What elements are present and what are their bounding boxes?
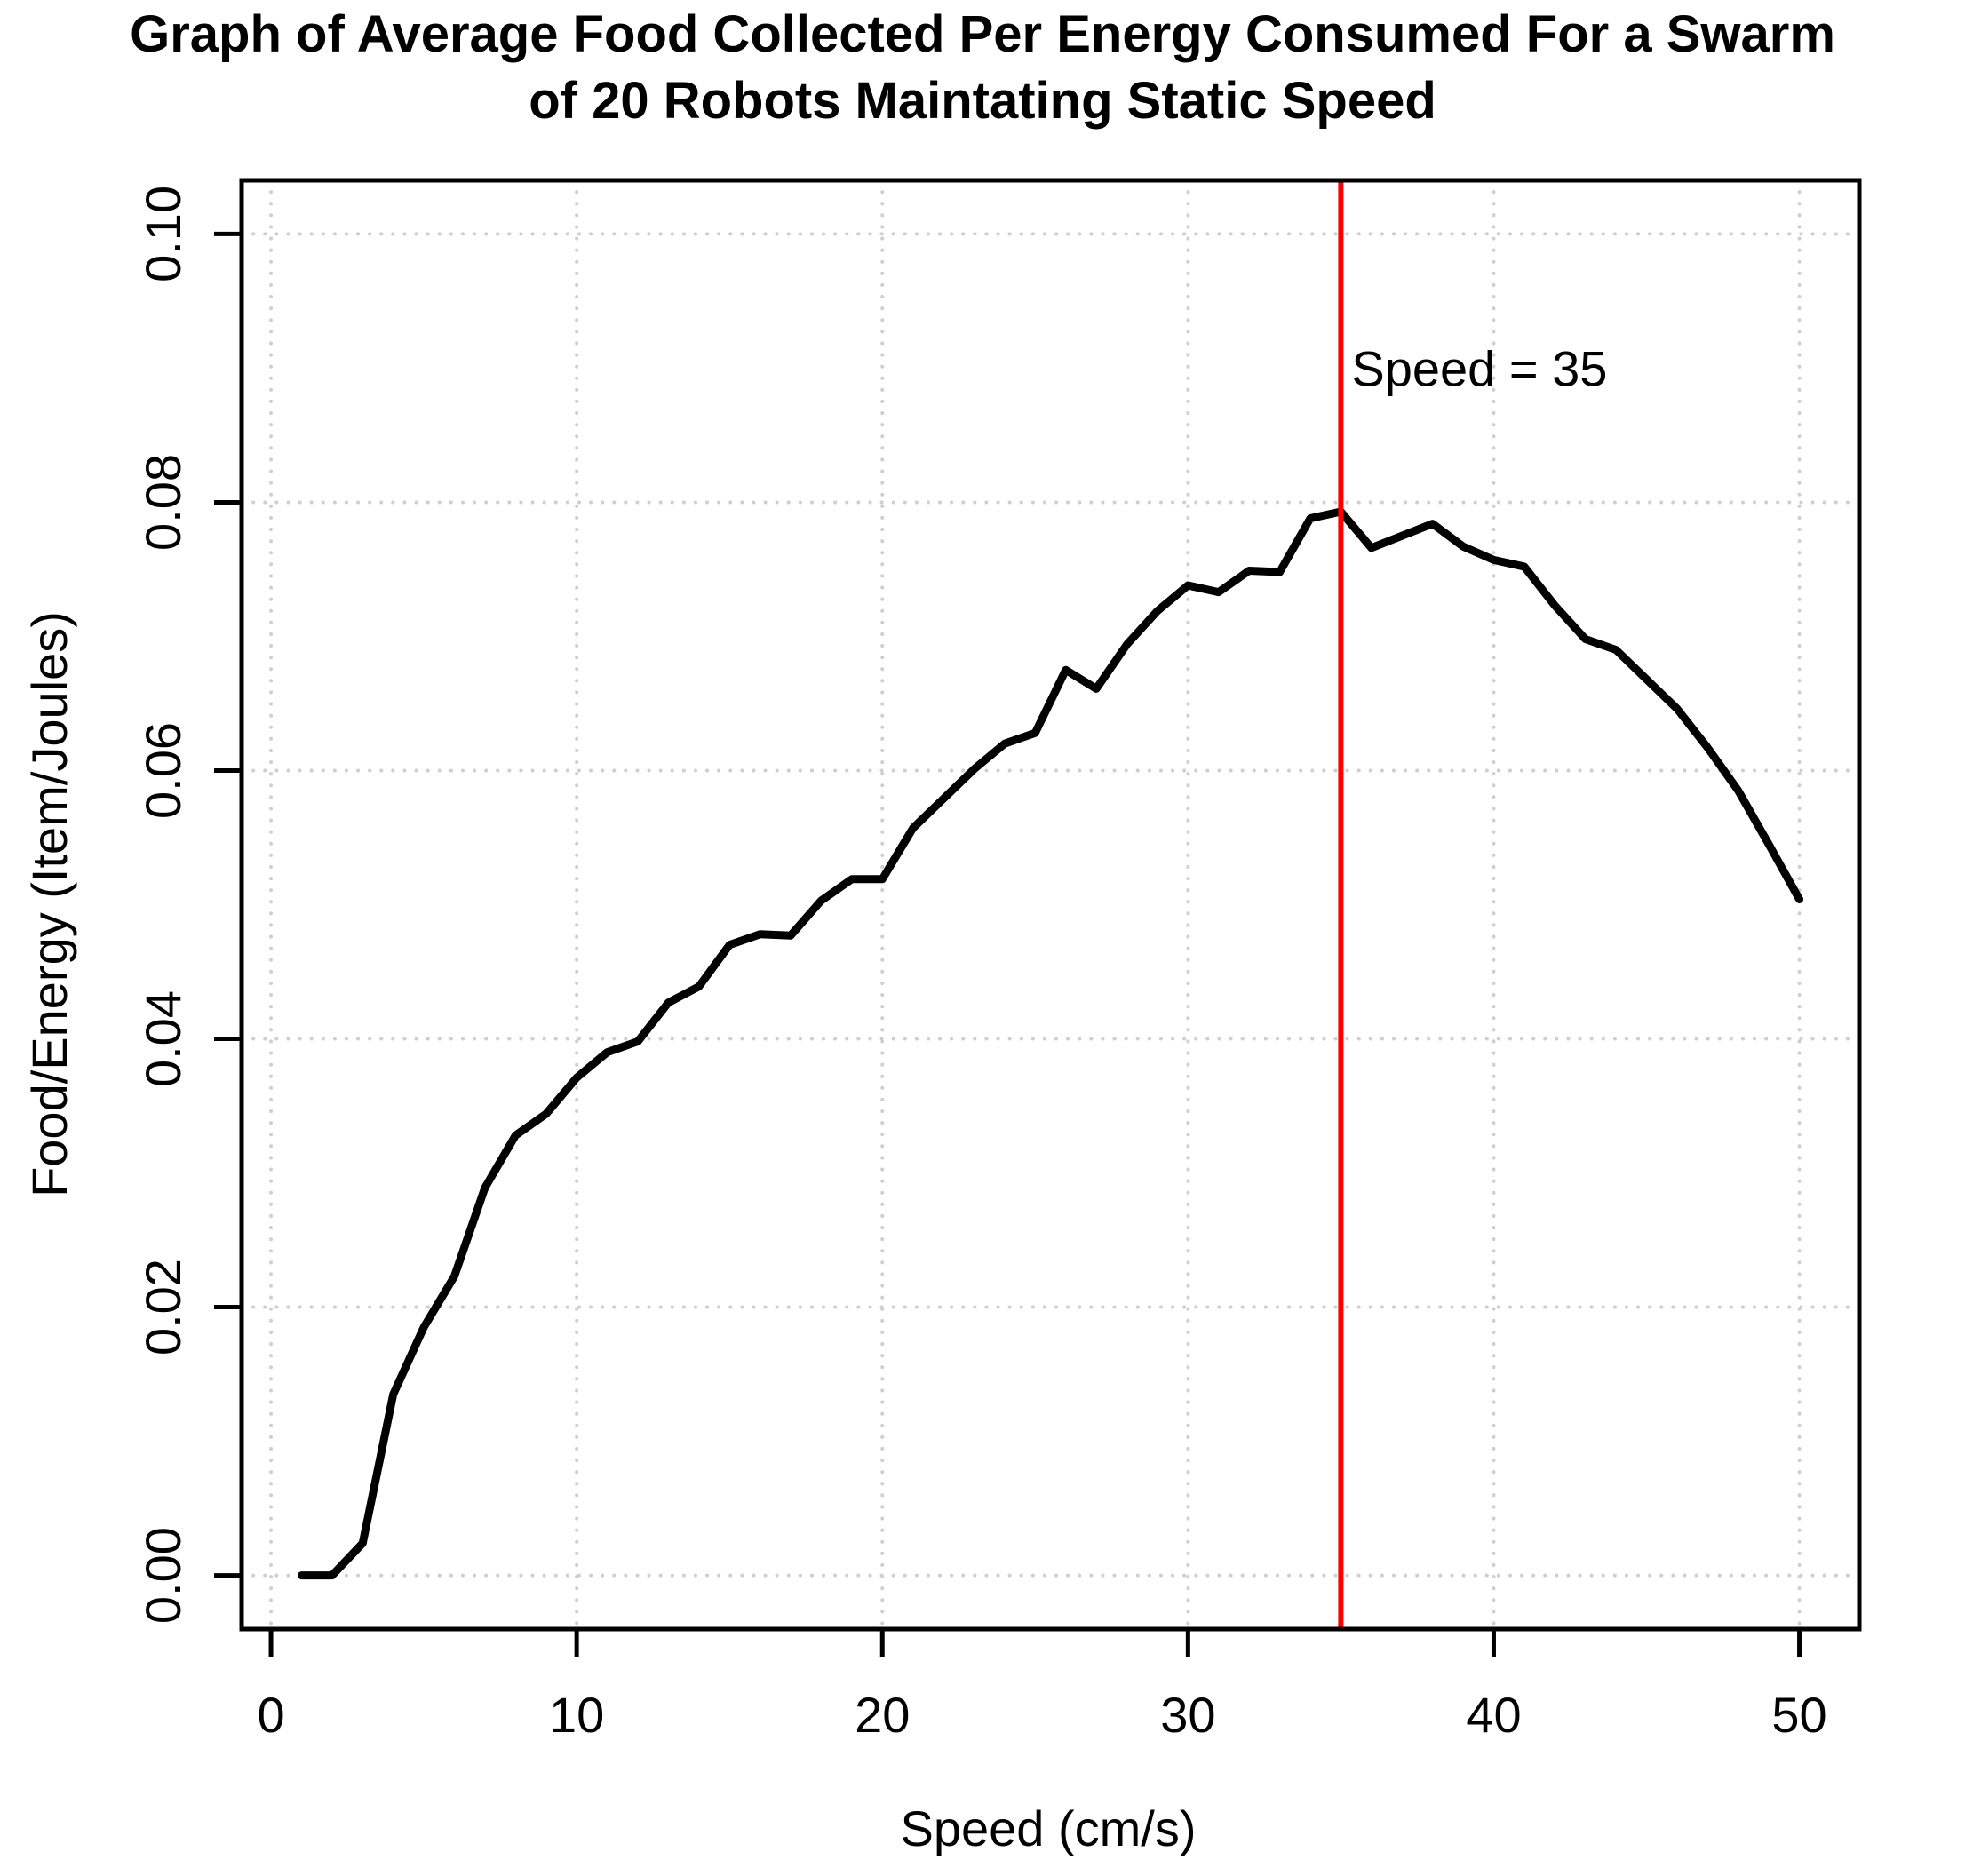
vline-annotation-label: Speed = 35 — [1351, 340, 1607, 396]
y-axis-tick-label: 0.00 — [135, 1527, 191, 1624]
x-axis-tick-label: 0 — [257, 1687, 284, 1743]
food-per-energy-curve — [297, 507, 1804, 1580]
grid-lines — [240, 179, 1861, 1631]
axis-tick-labels: 0 10 20 30 40 50 0.00 0.02 0.04 0.06 0.08 0.10 — [135, 186, 1827, 1743]
y-axis-tick-label: 0.08 — [135, 454, 191, 551]
plot-frame — [239, 178, 1862, 1632]
chart-title-line2: of 20 Robots Maintating Static Speed — [529, 72, 1436, 130]
x-axis-tick-label: 10 — [549, 1687, 604, 1743]
x-axis-tick-label: 50 — [1771, 1687, 1826, 1743]
y-axis-tick-label: 0.04 — [135, 990, 191, 1087]
y-axis-tick-label: 0.02 — [135, 1259, 191, 1355]
y-axis-tick-label: 0.06 — [135, 722, 191, 819]
x-axis-tick-label: 30 — [1160, 1687, 1215, 1743]
x-axis-tick-label: 40 — [1466, 1687, 1521, 1743]
y-axis-title: Food/Energy (Item/Joules) — [21, 611, 77, 1197]
axis-ticks — [214, 231, 1802, 1657]
x-axis-title: Speed (cm/s) — [901, 1800, 1197, 1856]
y-axis-tick-label: 0.10 — [135, 186, 191, 282]
x-axis-tick-label: 20 — [855, 1687, 910, 1743]
chart-title-line1: Graph of Average Food Collected Per Ener… — [130, 5, 1835, 63]
data-series-line — [297, 507, 1804, 1580]
